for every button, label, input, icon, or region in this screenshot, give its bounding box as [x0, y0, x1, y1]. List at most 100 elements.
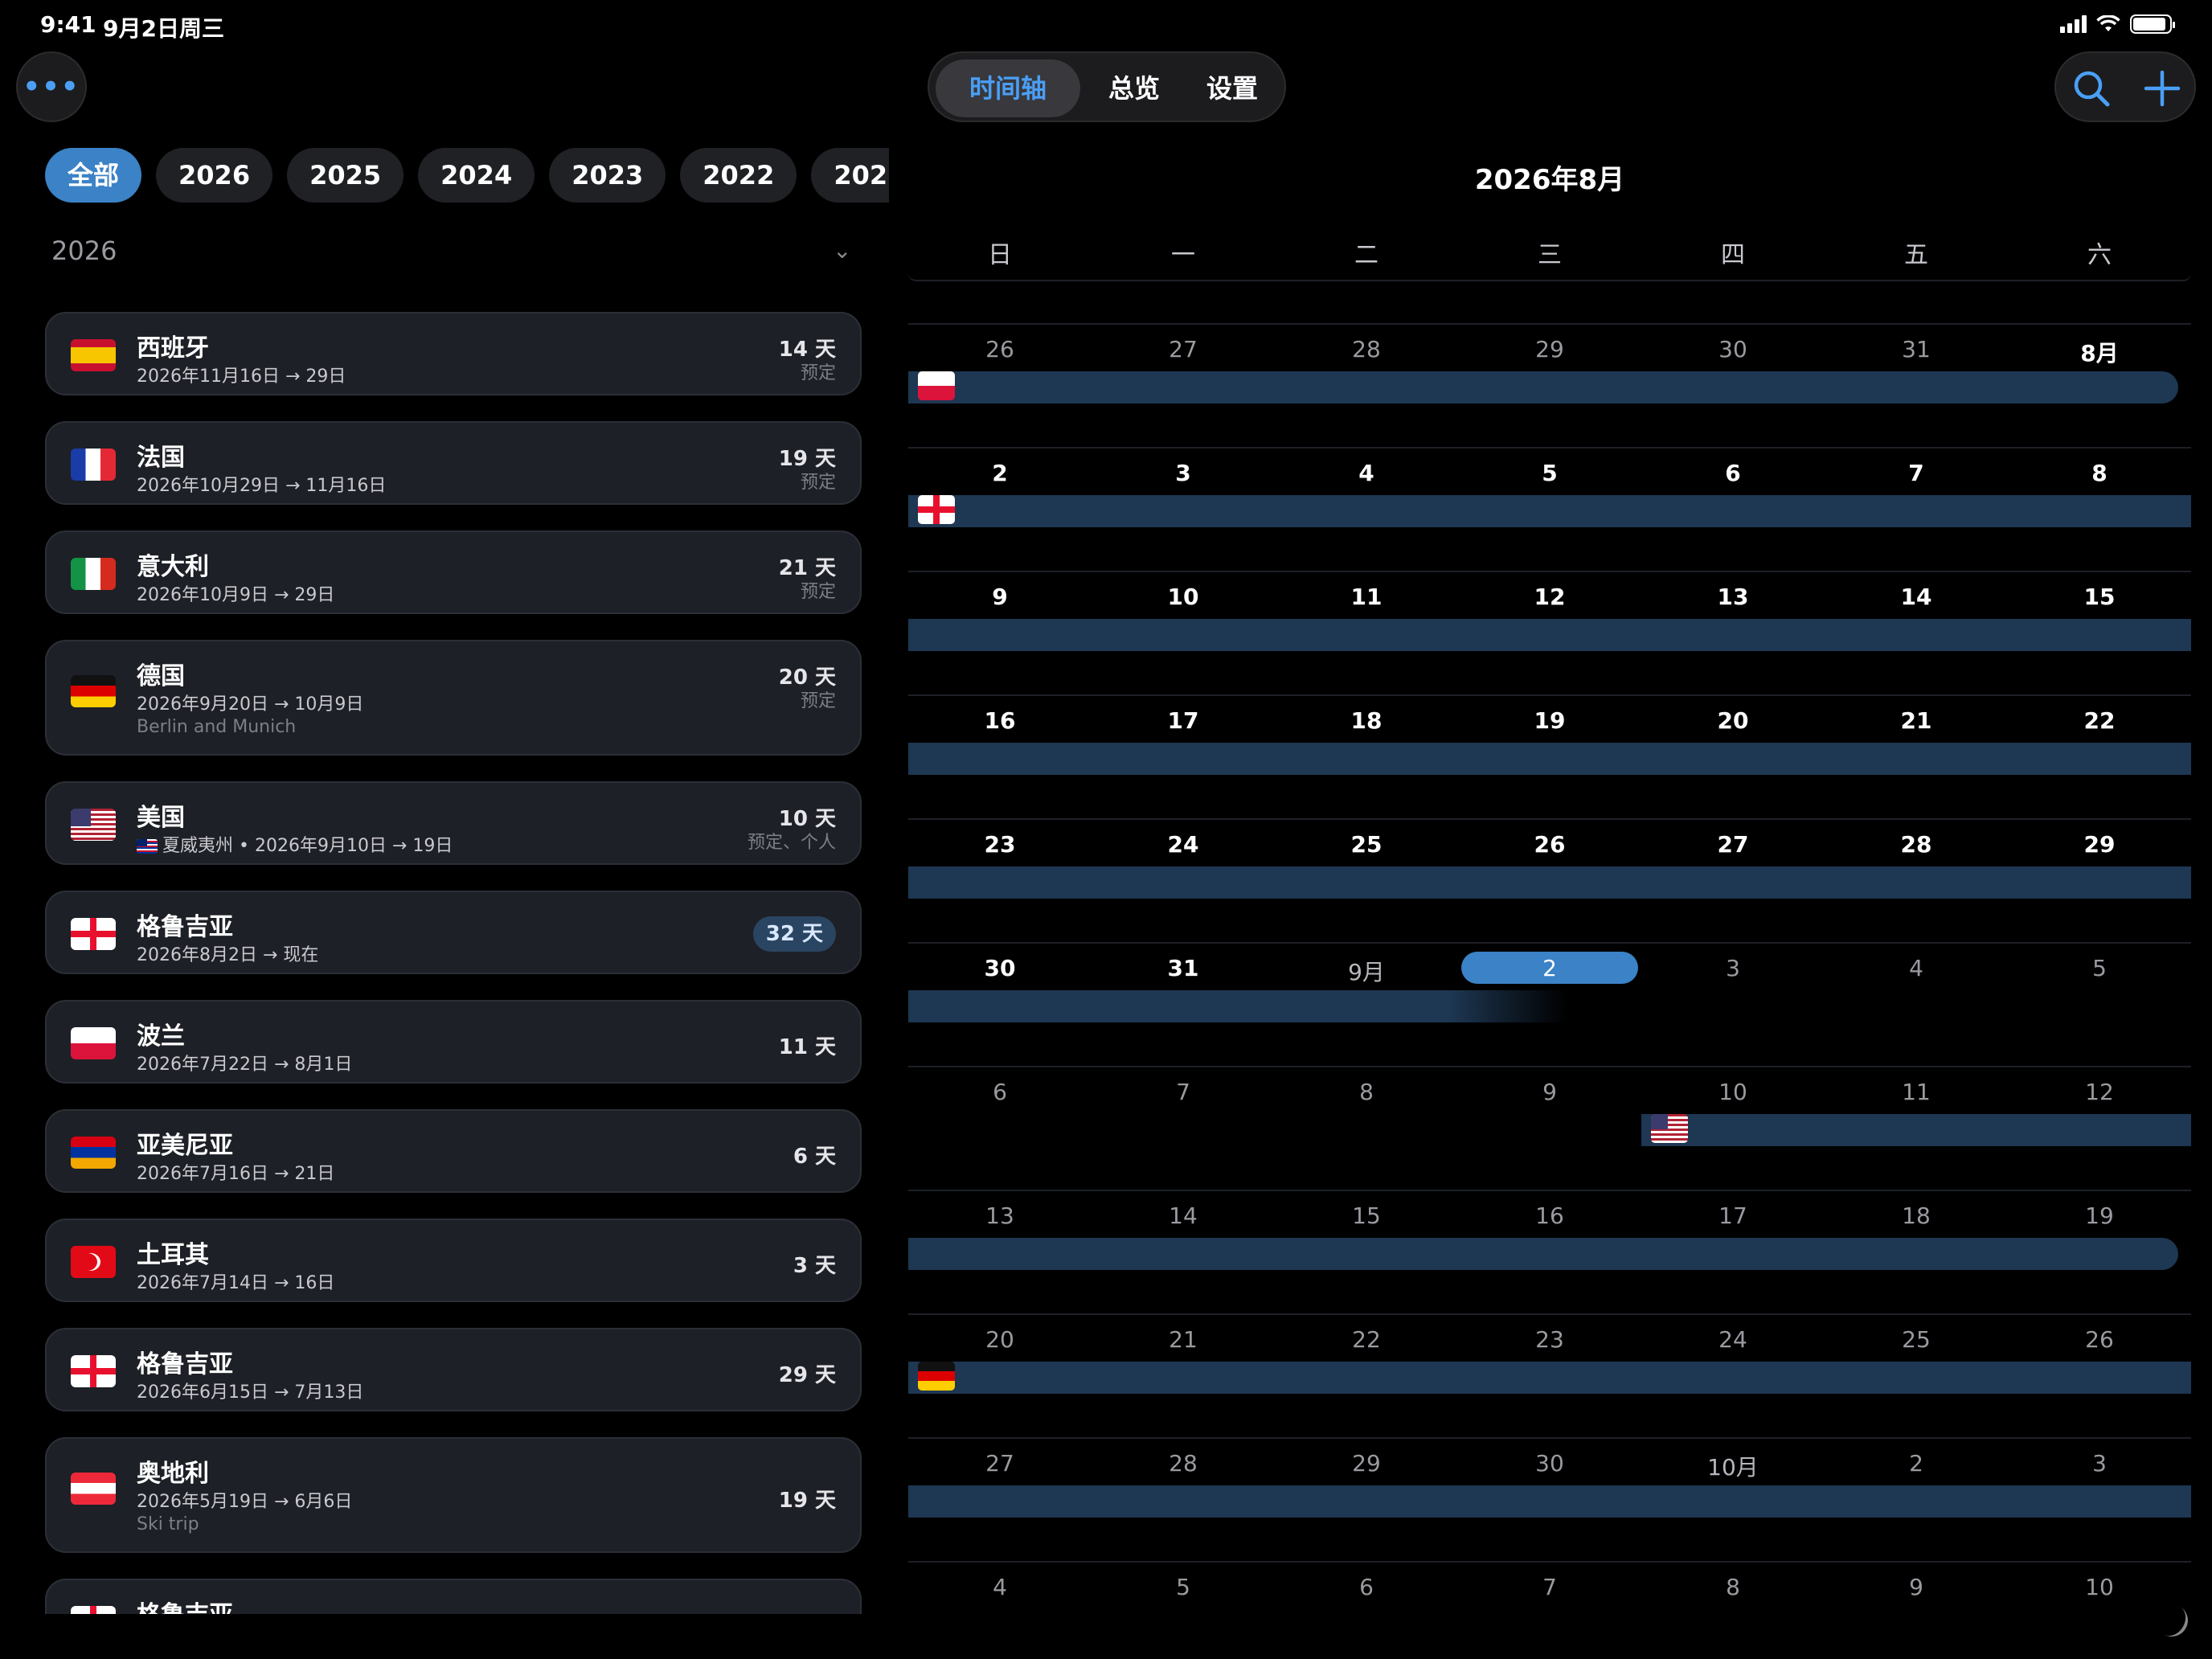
calendar-day[interactable]: 3: [1726, 955, 1740, 981]
calendar-day[interactable]: 12: [2085, 1079, 2114, 1105]
tab-timeline[interactable]: 时间轴: [936, 59, 1080, 117]
calendar-day[interactable]: 15: [2083, 584, 2116, 610]
calendar-day[interactable]: 4: [1358, 460, 1374, 486]
calendar-day[interactable]: 2: [1909, 1450, 1923, 1477]
calendar-day[interactable]: 27: [985, 1450, 1014, 1477]
calendar-month-label[interactable]: 10月: [1707, 1454, 1759, 1481]
calendar-day[interactable]: 31: [1902, 336, 1931, 363]
year-chip[interactable]: 2024: [418, 148, 535, 203]
year-chip[interactable]: 2022: [680, 148, 797, 203]
calendar-day[interactable]: 29: [1352, 1450, 1381, 1477]
calendar-day[interactable]: 28: [1900, 831, 1932, 858]
calendar-day[interactable]: 17: [1167, 707, 1199, 734]
calendar-day[interactable]: 13: [985, 1202, 1014, 1229]
trip-card[interactable]: 波兰 2026年7月22日 → 8月1日 11 天: [45, 1000, 862, 1083]
trip-timeline-bar[interactable]: [908, 990, 1567, 1022]
trip-timeline-bar[interactable]: [908, 1485, 2191, 1518]
calendar-day[interactable]: 3: [2092, 1450, 2107, 1477]
calendar-day[interactable]: 8月: [2080, 340, 2119, 367]
trip-card[interactable]: 德国 2026年9月20日 → 10月9日 Berlin and Munich 20 …: [45, 640, 862, 756]
trip-card[interactable]: 奥地利 2026年5月19日 → 6月6日 Ski trip 19 天: [45, 1437, 862, 1553]
calendar-day[interactable]: 20: [1717, 707, 1749, 734]
calendar-day[interactable]: 24: [1167, 831, 1199, 858]
calendar-day[interactable]: 4: [993, 1574, 1007, 1600]
calendar-day[interactable]: 26: [985, 336, 1014, 363]
calendar-day[interactable]: 7: [1908, 460, 1924, 486]
trip-timeline-bar[interactable]: [908, 1238, 2178, 1270]
trip-timeline-bar[interactable]: [908, 371, 2178, 403]
trip-timeline-bar[interactable]: [908, 1362, 2191, 1394]
calendar-day[interactable]: 17: [1718, 1202, 1747, 1229]
trip-card[interactable]: 格鲁吉亚 2026年6月15日 → 7月13日 29 天: [45, 1328, 862, 1411]
trip-card[interactable]: 土耳其 2026年7月14日 → 16日 3 天: [45, 1219, 862, 1302]
calendar-day[interactable]: 10: [2085, 1574, 2114, 1600]
calendar-day[interactable]: 23: [1535, 1326, 1564, 1353]
calendar-day[interactable]: 16: [1535, 1202, 1564, 1229]
calendar-day[interactable]: 29: [1535, 336, 1564, 363]
calendar-day[interactable]: 6: [1725, 460, 1741, 486]
trip-timeline-bar[interactable]: [908, 619, 2191, 651]
calendar-day[interactable]: 9: [992, 584, 1008, 610]
chevron-down-icon[interactable]: ⌄: [833, 237, 852, 264]
calendar-day[interactable]: 28: [1169, 1450, 1198, 1477]
year-chip[interactable]: 2026: [156, 148, 273, 203]
calendar-day[interactable]: 22: [1352, 1326, 1381, 1353]
calendar-day[interactable]: 8: [1726, 1574, 1740, 1600]
calendar-day[interactable]: 24: [1718, 1326, 1747, 1353]
calendar-day[interactable]: 25: [1350, 831, 1382, 858]
calendar-day[interactable]: 25: [1902, 1326, 1931, 1353]
calendar-day[interactable]: 9: [1542, 1079, 1557, 1105]
calendar-day[interactable]: 21: [1900, 707, 1932, 734]
trip-timeline-bar[interactable]: [1641, 1114, 2191, 1146]
calendar-day[interactable]: 31: [1167, 955, 1199, 981]
trip-card[interactable]: 意大利 2026年10月9日 → 29日 21 天预定: [45, 530, 862, 614]
trip-timeline-bar[interactable]: [908, 866, 2191, 899]
calendar-day[interactable]: 14: [1169, 1202, 1198, 1229]
calendar-day[interactable]: 3: [1175, 460, 1191, 486]
trip-timeline-bar[interactable]: [908, 495, 2191, 527]
more-options-button[interactable]: •••: [16, 51, 87, 122]
calendar-day[interactable]: 8: [1359, 1079, 1374, 1105]
year-chip[interactable]: 全部: [45, 148, 142, 203]
calendar-day[interactable]: 9: [1909, 1574, 1923, 1600]
calendar-day[interactable]: 5: [2092, 955, 2107, 981]
trip-card[interactable]: 亚美尼亚 2026年7月16日 → 21日 6 天: [45, 1109, 862, 1193]
calendar-day[interactable]: 10: [1718, 1079, 1747, 1105]
calendar-today[interactable]: 2: [1542, 955, 1557, 981]
calendar-day[interactable]: 10: [1167, 584, 1199, 610]
calendar-day[interactable]: 30: [1535, 1450, 1564, 1477]
trip-card[interactable]: 西班牙 2026年11月16日 → 29日 14 天预定: [45, 312, 862, 395]
calendar-day[interactable]: 29: [2083, 831, 2116, 858]
calendar-day[interactable]: 11: [1902, 1079, 1931, 1105]
calendar-day[interactable]: 27: [1169, 336, 1198, 363]
calendar-day[interactable]: 11: [1350, 584, 1382, 610]
trip-card[interactable]: 格鲁吉亚 2026年8月2日 → 现在 32 天: [45, 891, 862, 974]
calendar-day[interactable]: 20: [985, 1326, 1014, 1353]
calendar-day[interactable]: 7: [1542, 1574, 1557, 1600]
calendar-day[interactable]: 2: [992, 460, 1008, 486]
trip-card[interactable]: 格鲁吉亚 17 天: [45, 1579, 862, 1614]
calendar-day[interactable]: 21: [1169, 1326, 1198, 1353]
calendar-day[interactable]: 18: [1350, 707, 1382, 734]
trip-card[interactable]: 美国 夏威夷州 • 2026年9月10日 → 19日 10 天预定、个人: [45, 781, 862, 865]
calendar-day[interactable]: 28: [1352, 336, 1381, 363]
calendar-day[interactable]: 26: [2085, 1326, 2114, 1353]
trip-timeline-bar[interactable]: [908, 743, 2191, 775]
calendar-day[interactable]: 19: [2085, 1202, 2114, 1229]
calendar-day[interactable]: 6: [993, 1079, 1007, 1105]
calendar-day[interactable]: 19: [1534, 707, 1566, 734]
year-chip[interactable]: 2023: [549, 148, 666, 203]
calendar-day[interactable]: 13: [1717, 584, 1749, 610]
calendar-month-label[interactable]: 9月: [1348, 959, 1385, 985]
calendar-day[interactable]: 22: [2083, 707, 2116, 734]
calendar-day[interactable]: 30: [984, 955, 1016, 981]
search-icon[interactable]: [2071, 68, 2112, 109]
trip-card[interactable]: 法国 2026年10月29日 → 11月16日 19 天预定: [45, 421, 862, 505]
calendar-day[interactable]: 27: [1717, 831, 1749, 858]
calendar-day[interactable]: 6: [1359, 1574, 1374, 1600]
calendar-day[interactable]: 15: [1352, 1202, 1381, 1229]
plus-icon[interactable]: [2141, 68, 2183, 109]
calendar-day[interactable]: 7: [1176, 1079, 1190, 1105]
tab-overview[interactable]: 总览: [1108, 73, 1160, 104]
